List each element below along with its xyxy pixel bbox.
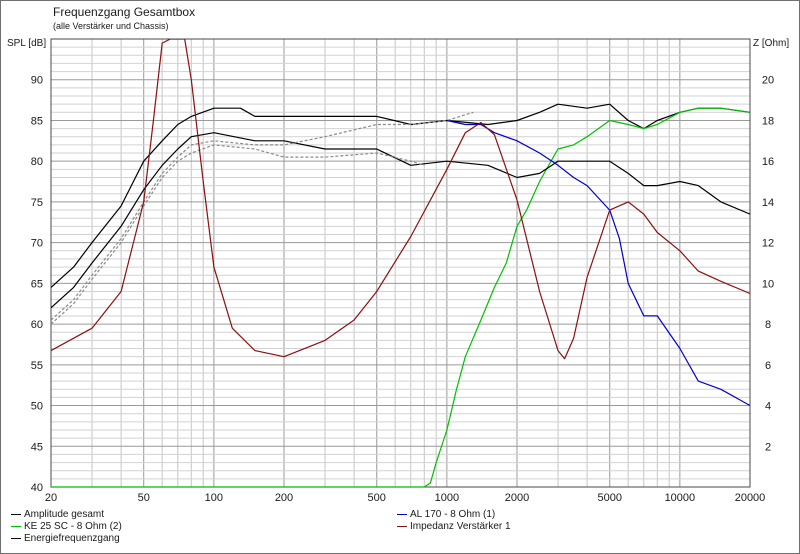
x-tick-label: 2000	[505, 492, 529, 504]
y2-tick-label: 6	[765, 360, 771, 372]
legend-swatch	[397, 513, 407, 515]
x-tick-label: 50	[138, 492, 150, 504]
x-tick-label: 10000	[665, 492, 696, 504]
y-tick-label: 80	[31, 156, 43, 168]
y2-tick-label: 16	[762, 156, 774, 168]
series-line-impedanz-verst-rker-1	[51, 39, 750, 360]
series-line-energiefrequenzgang	[51, 132, 750, 309]
series-line-series-3	[51, 111, 474, 321]
y-tick-label: 75	[31, 197, 43, 209]
series-line-al-170-8-ohm-1	[446, 119, 750, 407]
y-tick-label: 65	[31, 278, 43, 290]
x-tick-label: 200	[275, 492, 293, 504]
series-line-series-4	[51, 144, 425, 325]
y-tick-label: 45	[31, 441, 43, 453]
x-tick-label: 100	[205, 492, 223, 504]
right-axis-unit: Z [Ohm]	[753, 38, 790, 49]
legend-item-amplitude: Amplitude gesamt	[11, 509, 104, 520]
plot-area	[51, 39, 750, 487]
y2-tick-label: 8	[765, 319, 771, 331]
y-tick-label: 85	[31, 115, 43, 127]
y-tick-label: 50	[31, 401, 43, 413]
legend-item-energie: Energiefrequenzgang	[11, 533, 120, 544]
x-tick-label: 5000	[597, 492, 621, 504]
y-tick-label: 60	[31, 319, 43, 331]
legend-swatch	[11, 537, 21, 539]
x-tick-label: 20000	[735, 492, 766, 504]
legend-swatch	[397, 525, 407, 527]
legend-item-ke25: KE 25 SC - 8 Ohm (2)	[11, 521, 122, 532]
y2-tick-label: 12	[762, 238, 774, 250]
x-tick-label: 20	[45, 492, 57, 504]
y-tick-label: 40	[31, 482, 43, 494]
y2-tick-label: 2	[765, 441, 771, 453]
legend-label: Energiefrequenzgang	[24, 533, 120, 544]
legend-label: KE 25 SC - 8 Ohm (2)	[24, 521, 122, 532]
legend-item-impedanz: Impedanz Verstärker 1	[397, 521, 511, 532]
x-tick-label: 500	[368, 492, 386, 504]
legend-swatch	[11, 525, 21, 527]
y2-tick-label: 20	[762, 75, 774, 87]
chart-title: Frequenzgang Gesamtbox	[53, 5, 196, 19]
y2-tick-label: 18	[762, 115, 774, 127]
x-tick-label: 1000	[435, 492, 459, 504]
legend-label: AL 170 - 8 Ohm (1)	[410, 509, 496, 520]
left-axis-unit: SPL [dB]	[7, 38, 47, 49]
chart-subtitle: (alle Verstärker und Chassis)	[53, 21, 169, 31]
legend-item-al170: AL 170 - 8 Ohm (1)	[397, 509, 495, 520]
series-line-ke-25-sc-8-ohm-2	[51, 107, 750, 487]
y2-tick-label: 10	[762, 278, 774, 290]
y2-tick-label: 4	[765, 401, 771, 413]
legend-swatch	[11, 513, 21, 515]
legend-label: Impedanz Verstärker 1	[410, 521, 511, 532]
y-tick-label: 55	[31, 360, 43, 372]
y-tick-label: 90	[31, 75, 43, 87]
y2-tick-label: 14	[762, 197, 774, 209]
legend-label: Amplitude gesamt	[24, 509, 105, 520]
y-tick-label: 70	[31, 238, 43, 250]
